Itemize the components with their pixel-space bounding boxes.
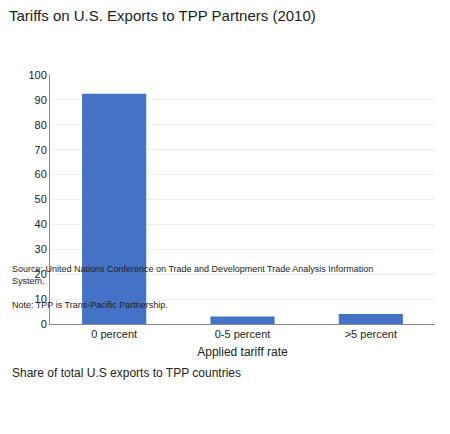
svg-text:Source: United Nations Confere: Source: United Nations Conference on Tra… <box>12 264 373 286</box>
svg-text:80: 80 <box>35 119 47 131</box>
svg-text:30: 30 <box>35 243 47 255</box>
svg-text:0: 0 <box>41 318 47 330</box>
svg-text:0-5 percent: 0-5 percent <box>215 328 271 340</box>
svg-text:Applied tariff rate: Applied tariff rate <box>197 345 288 359</box>
svg-text:50: 50 <box>35 193 47 205</box>
svg-text:Tariffs on U.S. Exports to TPP: Tariffs on U.S. Exports to TPP Partners … <box>9 7 316 24</box>
svg-text:Share of total U.S exports to: Share of total U.S exports to TPP countr… <box>12 366 241 380</box>
svg-text:100: 100 <box>28 69 46 81</box>
svg-text:40: 40 <box>35 218 47 230</box>
svg-text:Note: TPP is Trans-Pacific Par: Note: TPP is Trans-Pacific Partnership. <box>12 300 168 310</box>
svg-text:70: 70 <box>35 144 47 156</box>
svg-text:10: 10 <box>35 293 47 305</box>
svg-text:60: 60 <box>35 168 47 180</box>
svg-text:20: 20 <box>35 268 47 280</box>
svg-text:90: 90 <box>35 94 47 106</box>
svg-text:0 percent: 0 percent <box>91 328 137 340</box>
svg-text:>5 percent: >5 percent <box>345 328 397 340</box>
